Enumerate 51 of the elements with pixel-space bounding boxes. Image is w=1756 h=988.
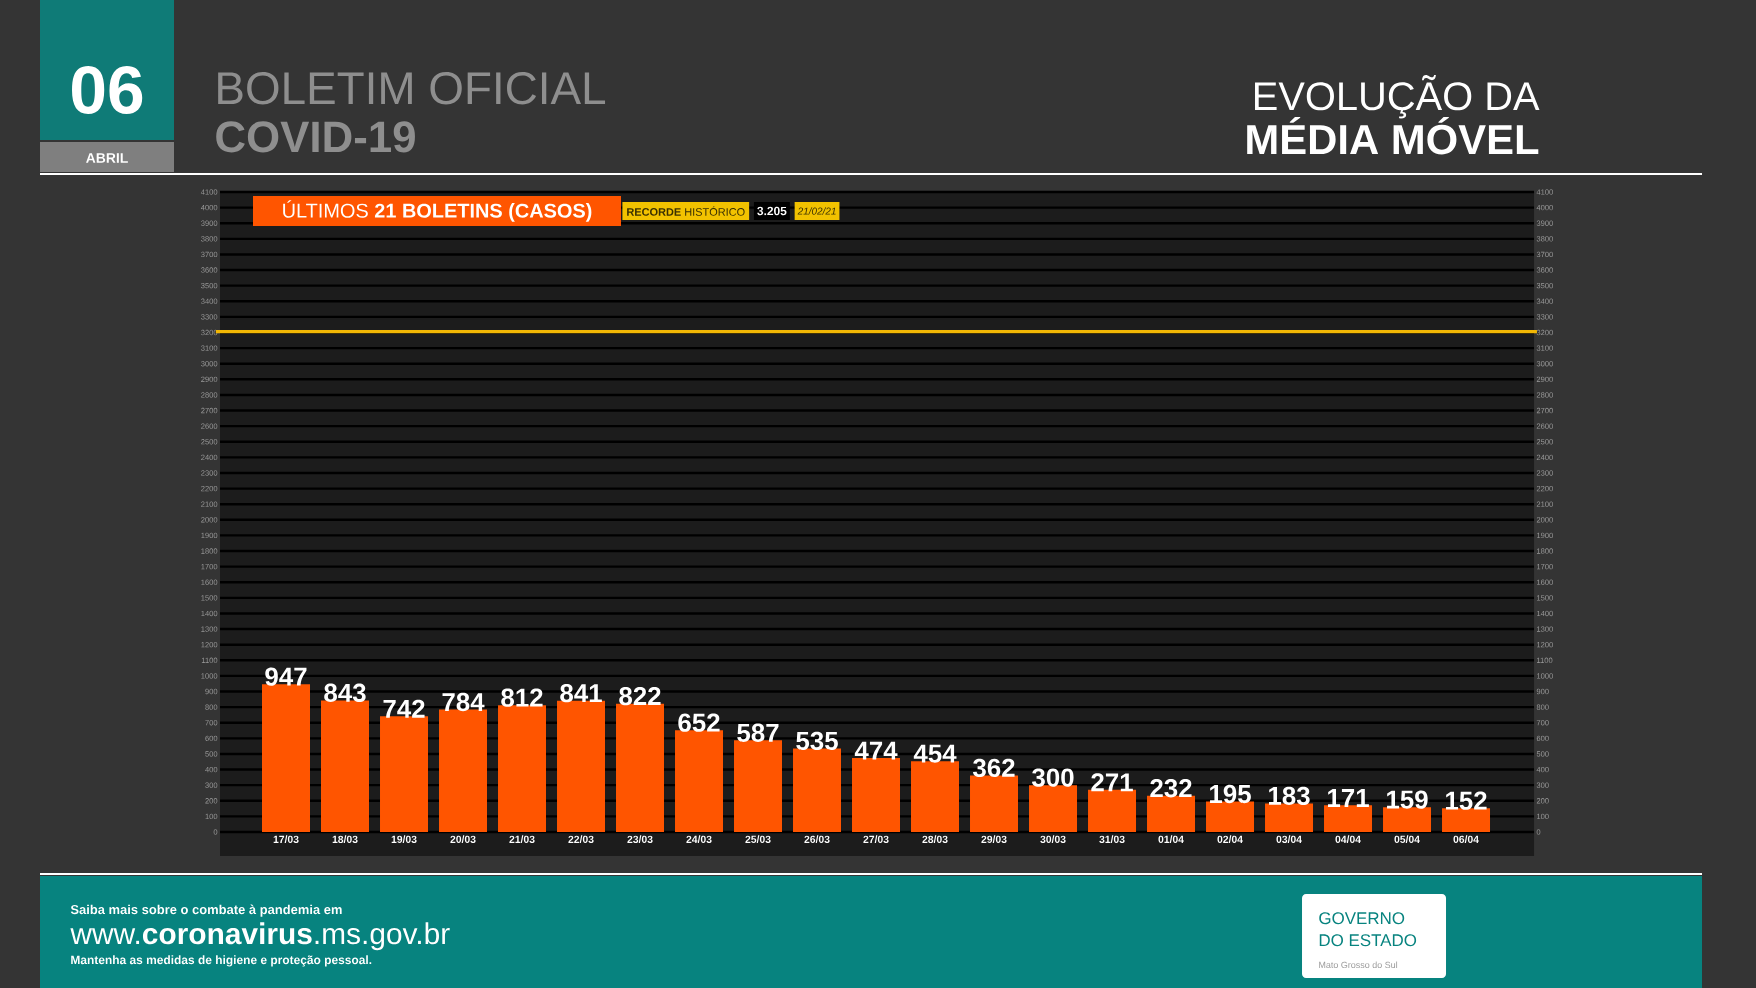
data-label: 652 <box>678 713 720 732</box>
data-label: 454 <box>913 744 957 763</box>
bar <box>1442 808 1491 832</box>
bar <box>262 684 310 832</box>
bar <box>970 775 1019 832</box>
bar <box>380 716 429 832</box>
data-label: 159 <box>1387 790 1428 809</box>
data-label: 742 <box>383 699 425 718</box>
bar <box>616 703 665 832</box>
text: DO ESTADO <box>1319 934 1417 947</box>
bar <box>498 705 547 832</box>
data-label: 812 <box>501 688 543 707</box>
bar <box>439 709 488 832</box>
data-label: 183 <box>1269 786 1310 806</box>
bar <box>793 748 842 832</box>
bar <box>1029 785 1078 832</box>
text: EVOLUÇÃO DA <box>1255 75 1540 119</box>
bar <box>1265 803 1314 832</box>
data-label: 271 <box>1091 773 1133 792</box>
data-label: 474 <box>854 741 898 760</box>
text: www.coronavirus.ms.gov.br <box>70 922 450 951</box>
data-label: 947 <box>265 667 307 686</box>
data-label: 784 <box>442 692 485 712</box>
data-label: 843 <box>324 683 366 702</box>
bar <box>734 740 783 832</box>
bar <box>1324 805 1373 832</box>
bar <box>1206 801 1255 832</box>
text: MÉDIA MÓVEL <box>1247 116 1539 155</box>
data-label: 822 <box>619 686 661 706</box>
data-label: 300 <box>1032 768 1074 787</box>
data-label: 195 <box>1210 784 1251 804</box>
data-label: 841 <box>560 683 602 703</box>
data-label: 362 <box>973 758 1015 778</box>
bar <box>911 761 960 832</box>
data-label: 587 <box>737 723 779 742</box>
data-label: 171 <box>1328 789 1369 807</box>
bar <box>557 700 606 832</box>
data-label: 232 <box>1150 779 1192 798</box>
text: COVID-19 <box>216 121 415 153</box>
data-label: 152 <box>1446 791 1487 810</box>
bar <box>1147 795 1196 832</box>
bar <box>675 730 724 832</box>
text: BOLETIM OFICIAL <box>218 71 606 105</box>
bar <box>1088 789 1137 832</box>
bar <box>1383 807 1432 832</box>
data-label: 535 <box>796 731 838 751</box>
text: GOVERNO <box>1319 912 1405 925</box>
text: 06 <box>72 66 143 114</box>
bar <box>321 700 369 832</box>
bar <box>852 758 901 832</box>
chart-title: ÚLTIMOS 21 BOLETINS (CASOS) <box>283 200 592 222</box>
